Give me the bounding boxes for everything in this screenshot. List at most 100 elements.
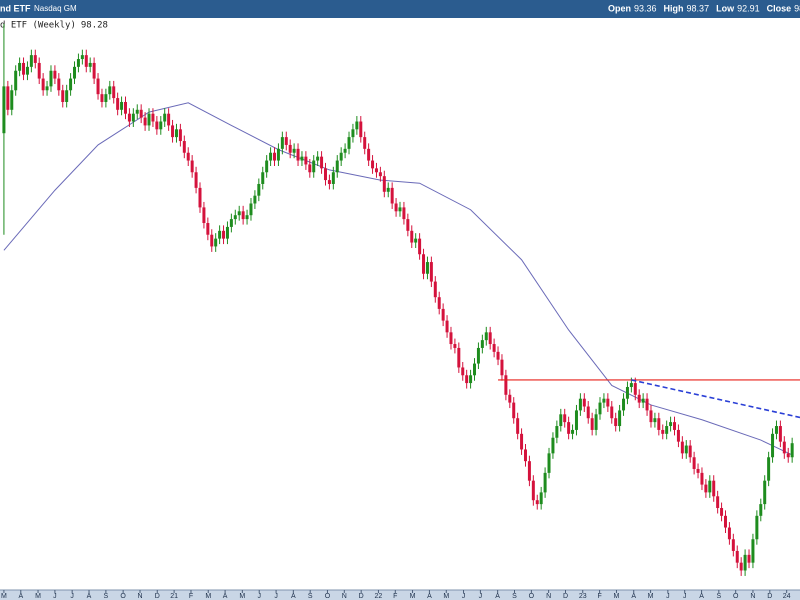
candle-body: [18, 62, 22, 71]
candle-body: [731, 539, 735, 551]
candle-body: [449, 332, 453, 345]
candle-body: [308, 164, 312, 173]
candle-body: [206, 223, 210, 235]
candle-body: [665, 426, 669, 434]
candle-body: [414, 238, 418, 243]
candle-body: [586, 406, 590, 419]
x-tick-label: 21: [170, 593, 178, 600]
x-tick-label: N: [750, 593, 755, 600]
candle-body: [771, 433, 775, 458]
candle-body: [253, 195, 257, 204]
candle-body: [429, 262, 433, 282]
candle-body: [743, 554, 747, 571]
candle-body: [688, 445, 692, 458]
x-tick-label: D: [563, 593, 568, 600]
candle-body: [33, 55, 37, 63]
candle-body: [367, 148, 371, 161]
candle-body: [25, 66, 29, 75]
candle-body: [669, 422, 673, 427]
candle-body: [80, 55, 84, 60]
candle-body: [316, 156, 320, 161]
candle-body: [394, 203, 398, 212]
candle-body: [523, 449, 527, 462]
candle-body: [720, 508, 724, 516]
x-tick-label: A: [18, 593, 23, 600]
candle-body: [167, 113, 171, 126]
candle-body: [296, 148, 300, 161]
candle-body: [512, 402, 516, 419]
candle-body: [657, 418, 661, 430]
candle-body: [112, 86, 116, 99]
candle-body: [582, 398, 586, 407]
candle-body: [249, 203, 253, 216]
x-tick-label: J: [666, 593, 670, 600]
candle-body: [782, 441, 786, 454]
candle-body: [484, 332, 488, 341]
candle-body: [422, 254, 426, 274]
candle-body: [363, 137, 367, 149]
candle-body: [633, 383, 637, 395]
x-tick-label: J: [274, 593, 278, 600]
candle-body: [61, 90, 65, 102]
candle-body: [716, 496, 720, 509]
candle-body: [543, 472, 547, 493]
candle-body: [49, 70, 53, 87]
candle-body: [763, 480, 767, 505]
candle-body: [143, 117, 147, 126]
candle-body: [261, 172, 265, 184]
candle-body: [598, 402, 602, 415]
x-tick-label: D: [359, 593, 364, 600]
candle-body: [759, 504, 763, 516]
candle-body: [433, 281, 437, 298]
candle-body: [96, 78, 100, 95]
candle-body: [496, 351, 500, 360]
x-tick-label: J: [683, 593, 687, 600]
moving-average: [3, 102, 793, 456]
candle-body: [159, 121, 163, 130]
candle-body: [555, 426, 559, 438]
candle-body: [723, 515, 727, 528]
candle-body: [29, 55, 33, 67]
candle-body: [300, 156, 304, 161]
candle-body: [606, 398, 610, 407]
x-tick-label: O: [325, 593, 331, 600]
x-tick-label: A: [699, 593, 704, 600]
candle-body: [531, 480, 535, 501]
candle-body: [410, 230, 414, 243]
candle-body: [382, 176, 386, 192]
candle-body: [747, 554, 751, 563]
candle-body: [257, 183, 261, 196]
candle-body: [194, 172, 198, 188]
x-tick-label: A: [495, 593, 500, 600]
candle-body: [198, 187, 202, 208]
candle-body: [739, 562, 743, 571]
candle-body: [147, 113, 151, 126]
candle-body: [653, 418, 657, 423]
x-tick-label: A: [631, 593, 636, 600]
candle-body: [269, 152, 273, 161]
candle-body: [708, 480, 712, 493]
candle-body: [527, 461, 531, 481]
candle-body: [53, 70, 57, 79]
header-title: nd ETF: [0, 3, 31, 13]
candle-body: [453, 344, 457, 348]
trend-line: [631, 379, 800, 419]
candle-body: [123, 101, 127, 114]
x-tick-label: D: [767, 593, 772, 600]
legend-label: d ETF (Weekly): [0, 21, 76, 31]
candle-body: [190, 160, 194, 173]
candle-body: [76, 59, 80, 67]
candle-body: [767, 457, 771, 481]
candle-body: [539, 492, 543, 505]
candle-body: [567, 422, 571, 434]
candle-body: [618, 410, 622, 427]
x-tick-label: 22: [375, 593, 383, 600]
candle-body: [288, 144, 292, 153]
candle-body: [492, 344, 496, 352]
candle-body: [155, 121, 159, 130]
candle-body: [661, 429, 665, 434]
x-tick-label: A: [427, 593, 432, 600]
candle-body: [280, 137, 284, 149]
candle-body: [218, 230, 222, 239]
candle-body: [469, 375, 473, 384]
